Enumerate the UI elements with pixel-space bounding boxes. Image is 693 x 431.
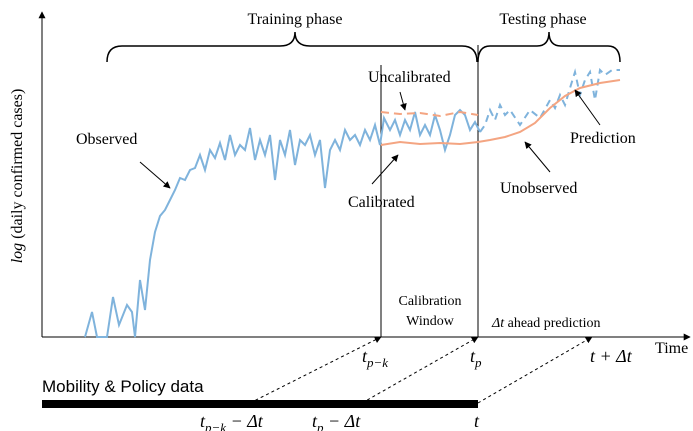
time-mark: t + Δt xyxy=(590,346,633,366)
observed-arrow xyxy=(139,161,171,189)
observed-line xyxy=(84,108,481,338)
uncalibrated-arrow xyxy=(399,91,407,111)
ahead-prediction-label: Δt ahead prediction xyxy=(491,316,601,331)
prediction-arrow xyxy=(574,89,601,126)
shift-arrow xyxy=(361,336,479,404)
calibration-window-label: Calibration xyxy=(399,294,462,309)
mobility-label: Mobility & Policy data xyxy=(42,377,204,396)
calibration-window-label: Window xyxy=(406,314,455,329)
training-label: Training phase xyxy=(248,11,343,28)
uncalibrated-line xyxy=(380,110,479,118)
shift-mark: tp − Δt xyxy=(312,411,361,431)
y-axis-label: log (daily confirmed cases) xyxy=(9,89,26,264)
training-brace xyxy=(106,31,478,63)
unobserved-line xyxy=(479,67,620,133)
shift-arrow xyxy=(477,336,593,404)
time-mark: tp−k xyxy=(362,346,388,370)
shift-arrow xyxy=(249,336,382,404)
time-mark: tp xyxy=(470,346,482,370)
unobserved-label: Unobserved xyxy=(500,180,577,197)
uncalibrated-label: Uncalibrated xyxy=(368,69,451,86)
prediction-label: Prediction xyxy=(570,130,636,147)
testing-brace xyxy=(477,31,621,63)
shift-mark: tp−k − Δt xyxy=(200,411,264,431)
calibrated-arrow xyxy=(371,154,399,185)
x-axis-label: Time xyxy=(655,340,688,357)
shift-mark: t xyxy=(474,411,480,431)
calibrated-label: Calibrated xyxy=(348,194,415,211)
observed-label: Observed xyxy=(76,131,137,148)
unobserved-arrow xyxy=(524,141,551,173)
testing-label: Testing phase xyxy=(499,11,586,28)
